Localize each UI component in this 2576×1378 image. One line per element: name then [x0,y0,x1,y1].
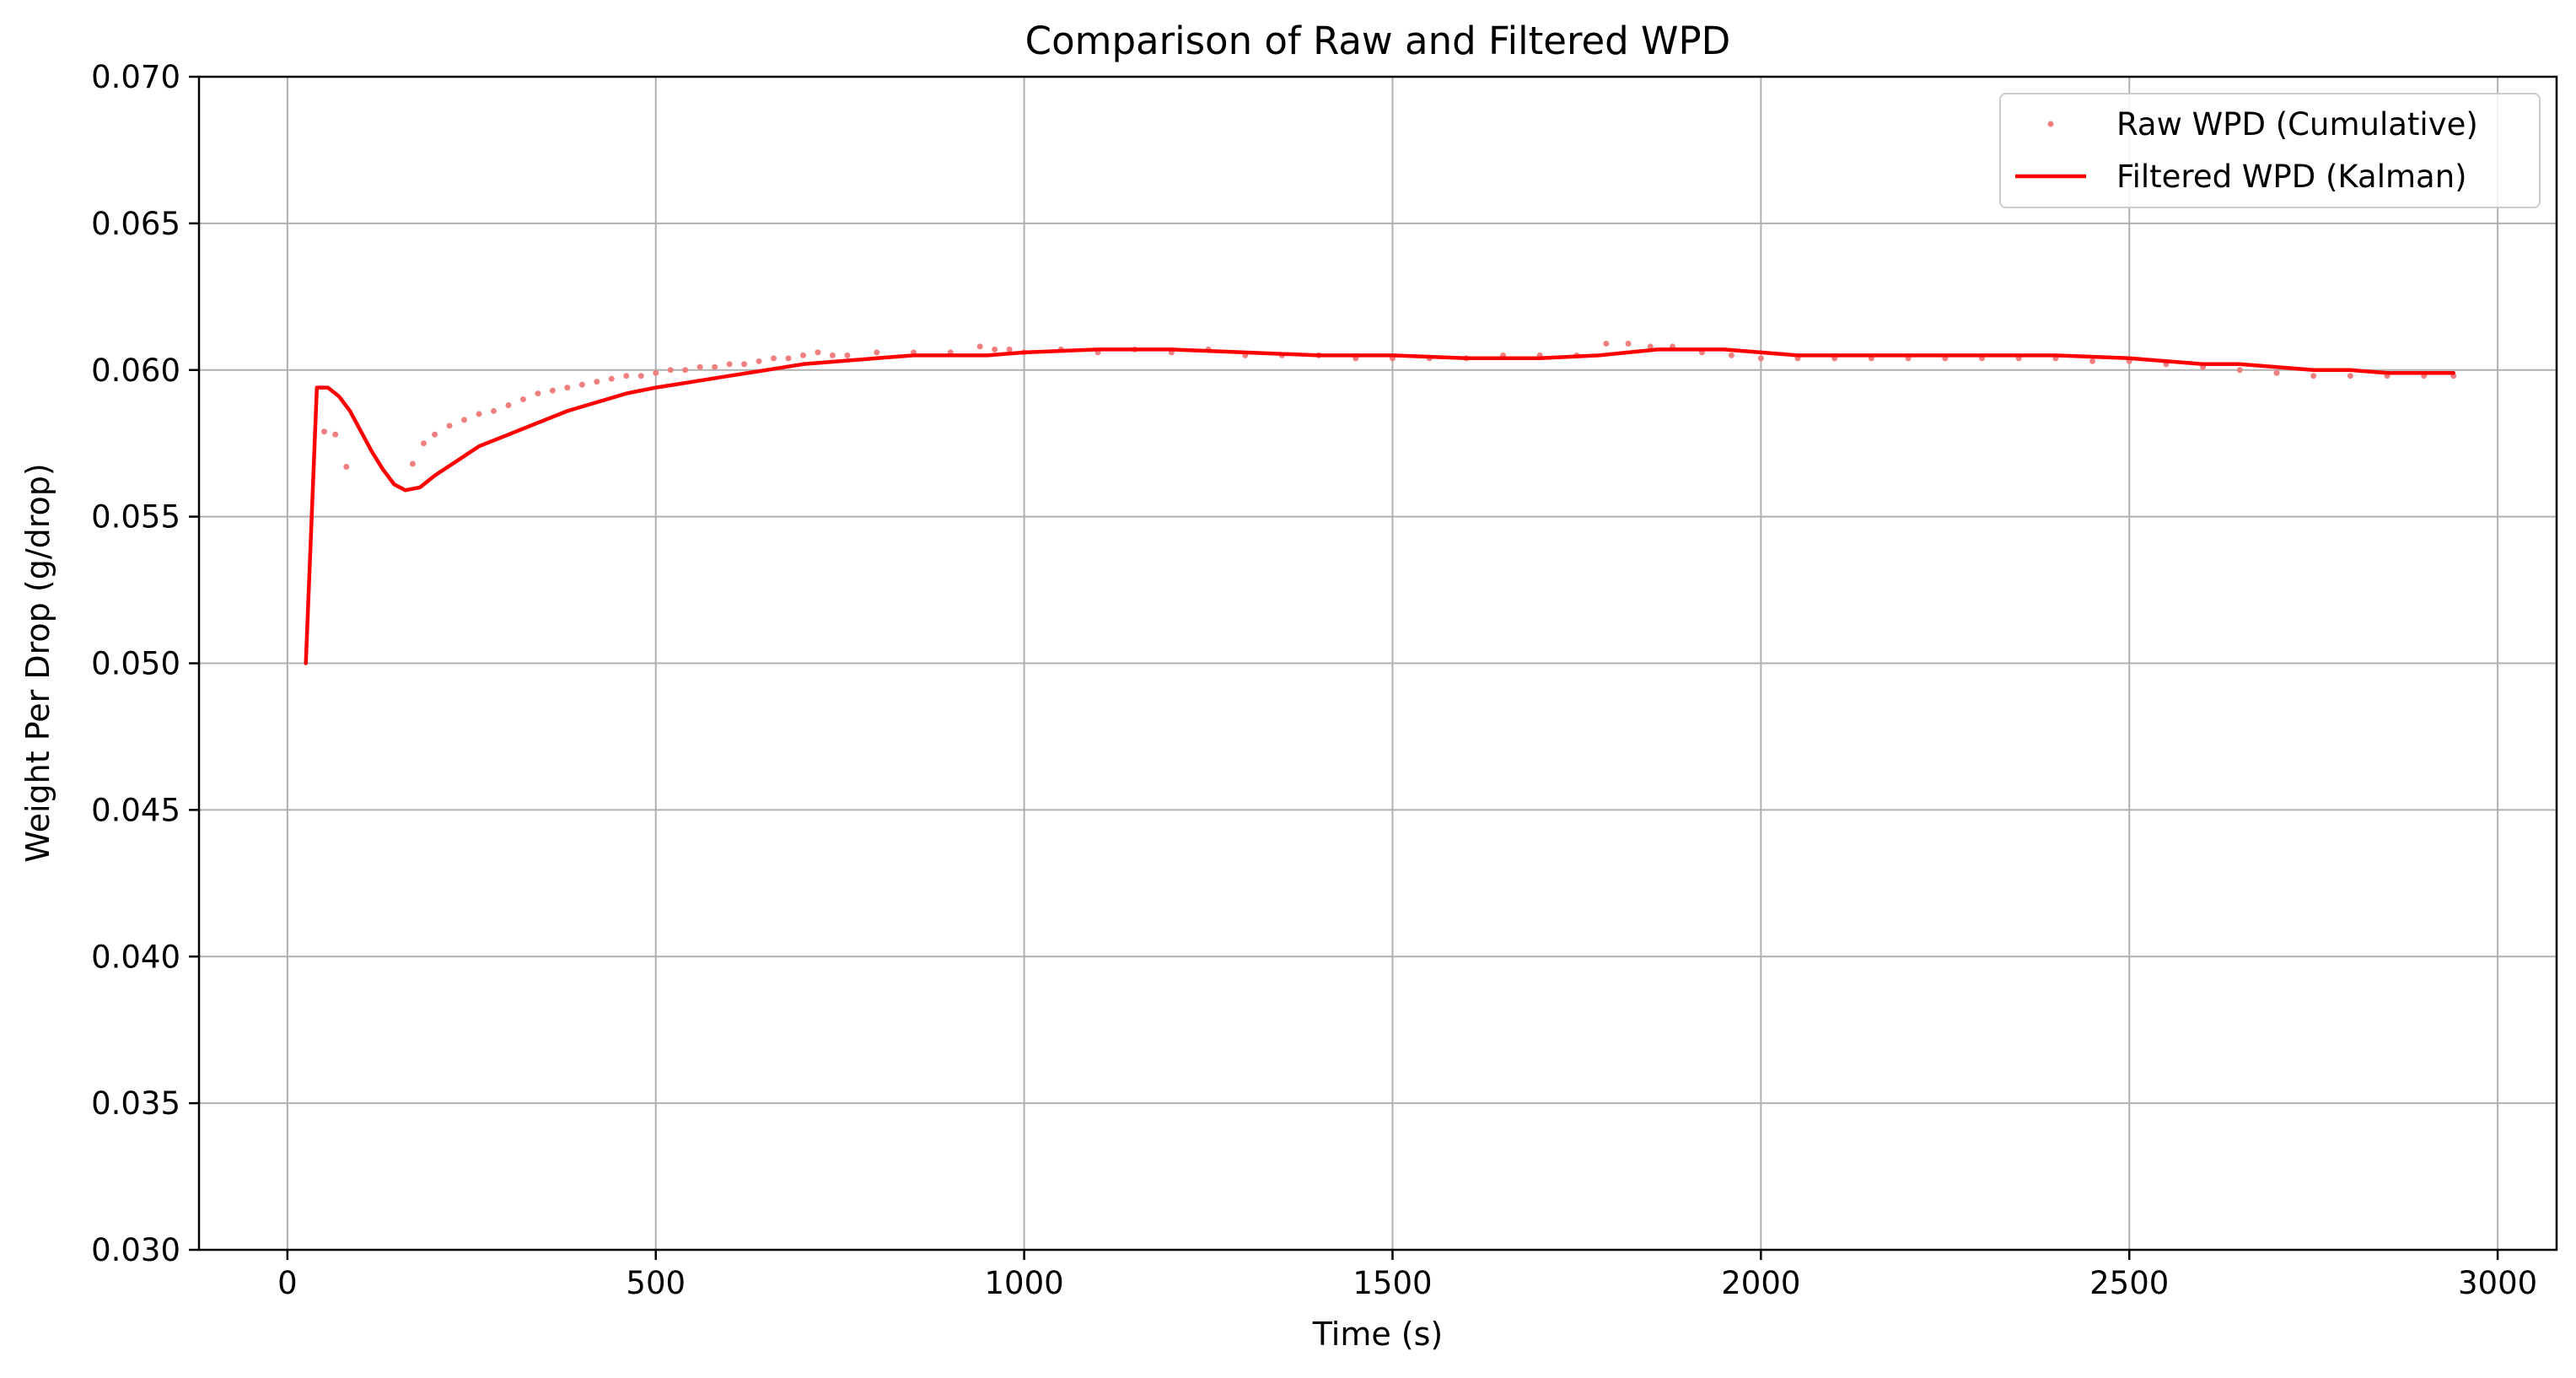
raw-wpd-point [505,401,512,408]
raw-wpd-point [1625,340,1632,347]
y-tick-label: 0.060 [91,353,180,389]
raw-wpd-point [578,381,585,388]
raw-wpd-point [874,349,880,356]
raw-wpd-point [491,407,497,414]
raw-wpd-point [682,367,689,374]
raw-wpd-point [594,379,600,385]
raw-wpd-point [844,352,851,358]
raw-wpd-point [343,464,350,471]
raw-wpd-point [1647,343,1654,350]
x-tick-label: 0 [277,1265,298,1301]
raw-wpd-point [2310,373,2317,379]
legend-raw-marker [2047,121,2054,127]
raw-wpd-point [476,411,482,417]
y-tick-label: 0.055 [91,499,180,536]
legend-raw-label: Raw WPD (Cumulative) [2116,106,2478,143]
x-tick-label: 1500 [1353,1265,1432,1301]
raw-wpd-point [1603,340,1610,347]
x-axis-title: Time (s) [1312,1316,1444,1353]
filtered-wpd-line [304,347,2455,665]
raw-wpd-point [2347,373,2353,379]
raw-wpd-point [420,440,427,447]
raw-wpd-point [623,373,630,379]
raw-wpd-point [461,417,468,423]
raw-wpd-point [535,390,541,397]
x-tick-label: 500 [626,1265,686,1301]
y-tick-label: 0.040 [91,939,180,975]
raw-wpd-point [712,363,718,370]
raw-wpd-point [549,387,556,394]
raw-wpd-point [446,423,453,429]
raw-wpd-point [332,431,339,438]
raw-wpd-point [667,367,674,374]
data-layer [304,340,2457,665]
legend: Raw WPD (Cumulative) Filtered WPD (Kalma… [1999,93,2541,208]
y-tick-label: 0.070 [91,59,180,95]
raw-wpd-point [321,428,328,435]
raw-wpd-point [799,352,806,358]
raw-wpd-point [976,343,983,350]
raw-wpd-point [992,346,998,353]
tick-layer: 0 500 1000 1500 2000 2500 3000 0.030 0.035 0.040 0… [91,59,2537,1301]
raw-wpd-point [637,373,644,379]
raw-wpd-point [2089,358,2096,364]
x-tick-label: 3000 [2458,1265,2537,1301]
raw-wpd-point [564,385,571,391]
raw-wpd-point [815,349,821,356]
raw-wpd-point [741,361,748,368]
raw-wpd-point [771,355,777,362]
raw-wpd-point [409,460,416,467]
raw-wpd-point [2236,367,2243,374]
y-tick-label: 0.065 [91,206,180,242]
raw-wpd-point [608,375,615,382]
raw-wpd-point [696,363,703,370]
raw-wpd-point [1006,346,1013,353]
raw-wpd-point [726,361,733,368]
x-tick-label: 1000 [985,1265,1064,1301]
y-tick-label: 0.045 [91,792,180,828]
raw-wpd-point [785,355,792,362]
y-tick-label: 0.035 [91,1085,180,1122]
raw-wpd-point [1728,352,1734,358]
raw-wpd-point [829,352,836,358]
chart-title: Comparison of Raw and Filtered WPD [1025,19,1731,63]
raw-wpd-point [756,358,762,364]
x-tick-label: 2500 [2089,1265,2169,1301]
raw-wpd-point [519,396,526,403]
raw-wpd-point [1757,355,1764,362]
y-tick-label: 0.050 [91,646,180,682]
x-tick-label: 2000 [1721,1265,1800,1301]
raw-wpd-point [2273,369,2280,376]
y-tick-label: 0.030 [91,1232,180,1268]
raw-wpd-point [432,431,438,438]
raw-wpd-point [653,369,659,376]
y-axis-title: Weight Per Drop (g/drop) [19,463,56,862]
legend-filtered-label: Filtered WPD (Kalman) [2116,159,2467,195]
legend-box [1999,93,2541,208]
